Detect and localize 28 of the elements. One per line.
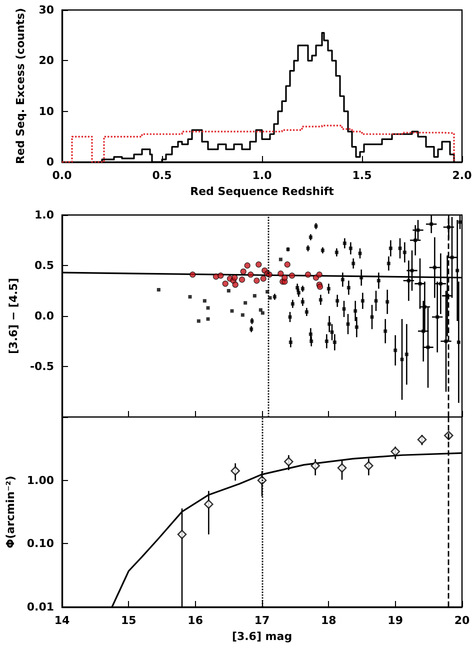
- x-tick-label: 15: [121, 614, 136, 627]
- x-tick-label: 0.5: [152, 169, 172, 182]
- x-tick-label: 20: [454, 614, 470, 627]
- y-tick-label: 0.01: [26, 600, 54, 614]
- x-axis-title: [3.6] mag: [232, 630, 292, 643]
- y-tick-label: 0.10: [26, 537, 54, 550]
- x-tick-label: 2.0: [452, 169, 472, 182]
- x-tick-label: 19: [388, 614, 403, 627]
- y-axis-title: Φ(arcmin⁻²): [4, 476, 17, 548]
- y-tick-label: 30: [38, 4, 54, 16]
- y-tick-label: 0.5: [34, 259, 54, 272]
- y-tick-label: 20: [38, 54, 54, 68]
- x-tick-label: 0.0: [52, 169, 72, 182]
- x-tick-label: 1.5: [352, 169, 372, 182]
- y-tick-label: 0.0: [34, 310, 54, 322]
- y-tick-label: 1.0: [34, 208, 54, 222]
- x-tick-label: 14: [54, 614, 70, 627]
- y-tick-label: 10: [38, 104, 54, 118]
- x-axis-title: Red Sequence Redshift: [190, 184, 334, 198]
- x-tick-label: 18: [321, 614, 336, 627]
- y-axis-title: Red Seq. Excess (counts): [14, 8, 27, 164]
- x-tick-label: 16: [188, 614, 204, 627]
- y-tick-label: -0.5: [30, 360, 54, 373]
- y-tick-label: 0: [46, 156, 54, 168]
- y-axis-title: [3.6] − [4.5]: [7, 278, 20, 354]
- x-tick-label: 17: [254, 614, 270, 627]
- x-tick-label: 1.0: [252, 169, 272, 182]
- y-tick-label: 1.00: [26, 474, 54, 487]
